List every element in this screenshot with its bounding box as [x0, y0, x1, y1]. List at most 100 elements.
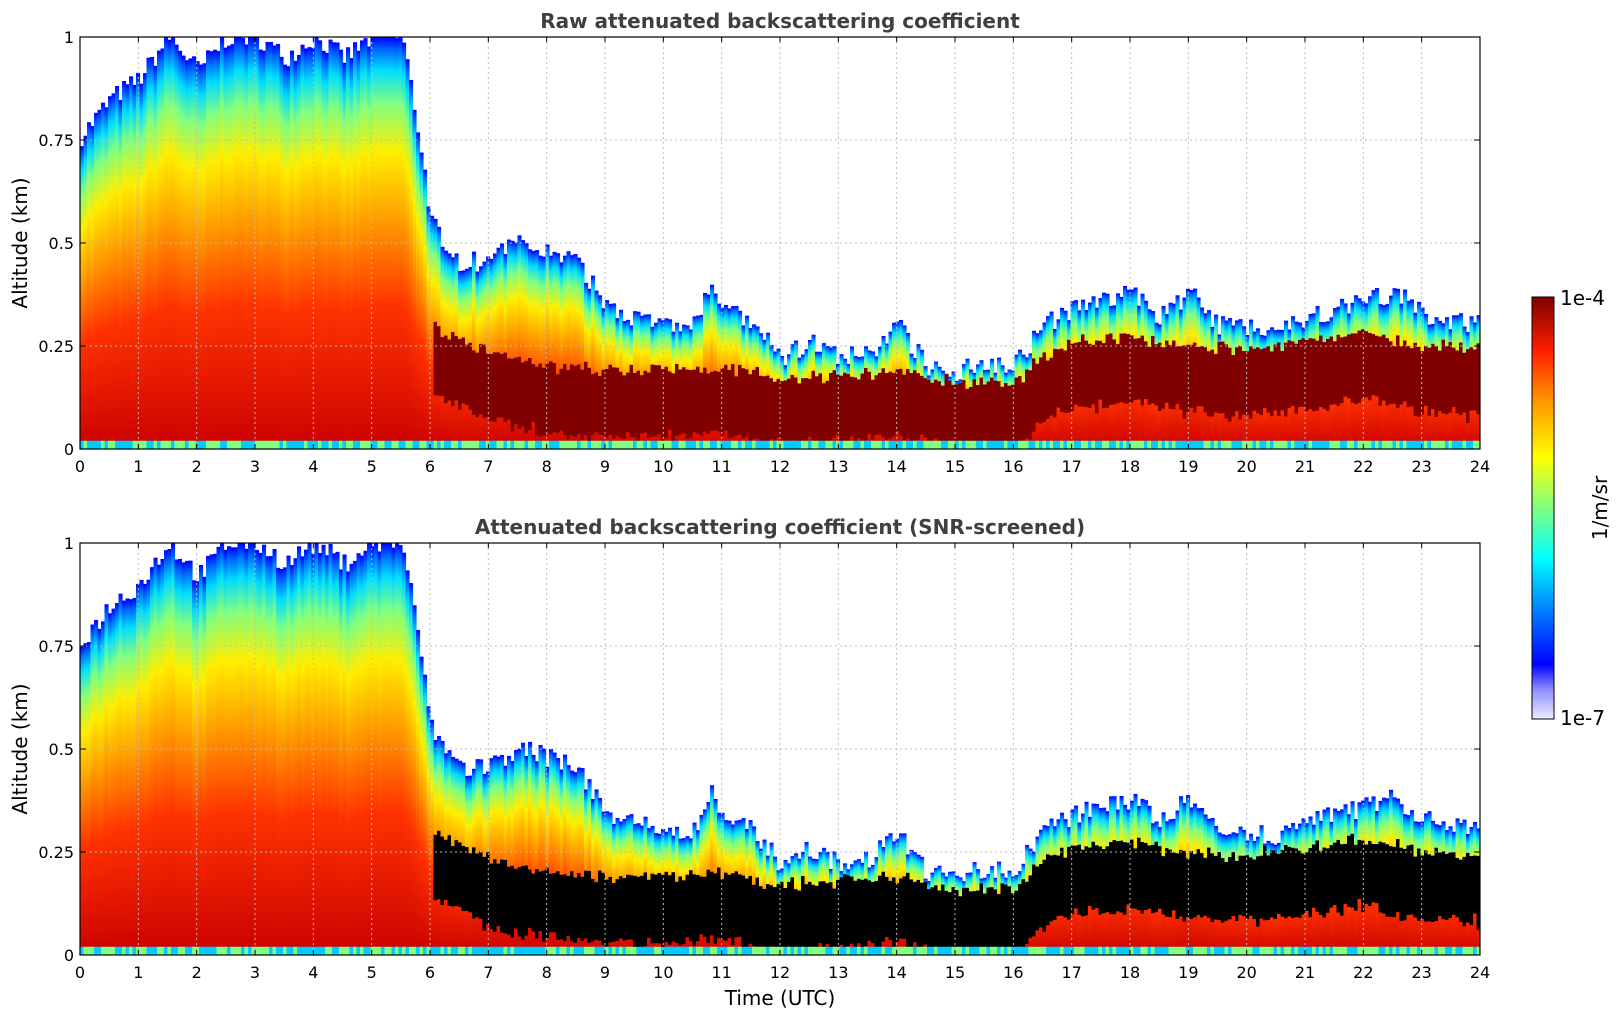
surface-strip [1130, 440, 1135, 449]
attenuated-layer-segment [1245, 351, 1250, 415]
surface-strip [335, 946, 340, 955]
surface-strip [741, 946, 746, 955]
surface-strip [622, 946, 627, 955]
surface-strip [206, 946, 211, 955]
surface-strip [377, 946, 382, 955]
surface-strip [832, 946, 837, 955]
surface-strip [559, 440, 564, 449]
attenuated-layer-segment [1028, 370, 1033, 440]
surface-strip [1305, 440, 1310, 449]
attenuated-layer-segment [944, 890, 949, 949]
attenuated-layer-segment [1210, 349, 1215, 417]
heatmap-column [90, 624, 95, 955]
surface-strip [972, 946, 977, 955]
attenuated-layer-segment [1207, 351, 1212, 417]
heatmap-column [237, 543, 242, 955]
attenuated-layer-segment [1084, 846, 1089, 916]
surface-strip [692, 440, 697, 449]
attenuated-layer-segment [752, 369, 757, 439]
attenuated-layer-segment [1396, 839, 1401, 913]
attenuated-layer-segment [1270, 850, 1275, 918]
surface-strip [570, 946, 575, 955]
attenuated-layer-segment [437, 830, 442, 900]
surface-strip [867, 946, 872, 955]
y-tick-label: 1 [64, 534, 74, 553]
attenuated-layer-segment [573, 877, 578, 943]
heatmap-column [118, 593, 123, 955]
surface-strip [689, 946, 694, 955]
surface-strip [118, 440, 123, 449]
panel-raw-heatmap [80, 37, 1480, 449]
surface-strip [720, 440, 725, 449]
surface-strip [965, 946, 970, 955]
surface-strip [1301, 946, 1306, 955]
attenuated-layer-segment [1200, 346, 1205, 407]
surface-strip [174, 946, 179, 955]
surface-strip [398, 946, 403, 955]
surface-strip [1077, 946, 1082, 955]
attenuated-layer-segment [941, 385, 946, 448]
surface-strip [699, 946, 704, 955]
surface-strip [395, 440, 400, 449]
surface-strip [213, 440, 218, 449]
surface-strip [1413, 440, 1418, 449]
surface-strip [80, 946, 85, 955]
heatmap-column [405, 570, 410, 955]
surface-strip [650, 946, 655, 955]
attenuated-layer-segment [647, 372, 652, 438]
x-tick-label: 21 [1295, 457, 1315, 476]
surface-strip [430, 440, 435, 449]
surface-strip [1413, 946, 1418, 955]
heatmap-column [545, 766, 550, 955]
attenuated-layer-segment [1294, 343, 1299, 414]
heatmap-column [220, 543, 225, 955]
surface-strip [388, 946, 393, 955]
attenuated-layer-segment [626, 372, 631, 433]
attenuated-layer-segment [514, 868, 519, 929]
surface-strip [1406, 440, 1411, 449]
surface-strip [773, 440, 778, 449]
attenuated-layer-segment [1056, 855, 1061, 917]
attenuated-layer-segment [741, 368, 746, 439]
heatmap-column [538, 255, 543, 449]
heatmap-column [290, 50, 295, 449]
attenuated-layer-segment [1291, 847, 1296, 918]
heatmap-column [377, 37, 382, 449]
attenuated-layer-segment [1203, 857, 1208, 916]
surface-strip [566, 440, 571, 449]
attenuated-layer-segment [731, 364, 736, 438]
surface-strip [1217, 946, 1222, 955]
surface-strip [990, 946, 995, 955]
surface-strip [601, 946, 606, 955]
attenuated-layer-segment [675, 881, 680, 943]
attenuated-layer-segment [804, 884, 809, 955]
surface-strip [1112, 440, 1117, 449]
surface-strip [731, 440, 736, 449]
heatmap-column [367, 46, 372, 449]
heatmap-column [556, 758, 561, 955]
x-tick-label: 8 [542, 963, 552, 982]
surface-strip [783, 440, 788, 449]
surface-strip [1179, 946, 1184, 955]
surface-strip [528, 440, 533, 449]
surface-strip [1312, 440, 1317, 449]
colorbar-gradient [1531, 296, 1555, 720]
attenuated-layer-segment [479, 851, 484, 919]
attenuated-layer-segment [881, 368, 886, 438]
surface-strip [948, 440, 953, 449]
attenuated-layer-segment [1067, 846, 1072, 920]
surface-strip [1385, 946, 1390, 955]
surface-strip [514, 440, 519, 449]
attenuated-layer-segment [1042, 859, 1047, 932]
heatmap-column [342, 554, 347, 955]
heatmap-column [339, 49, 344, 449]
attenuated-layer-segment [465, 344, 470, 406]
surface-strip [1343, 440, 1348, 449]
surface-strip [258, 440, 263, 449]
surface-strip [360, 946, 365, 955]
heatmap-column [185, 560, 190, 955]
attenuated-layer-segment [1098, 846, 1103, 915]
surface-strip [1476, 946, 1480, 955]
attenuated-layer-segment [1214, 855, 1219, 920]
surface-strip [125, 946, 130, 955]
